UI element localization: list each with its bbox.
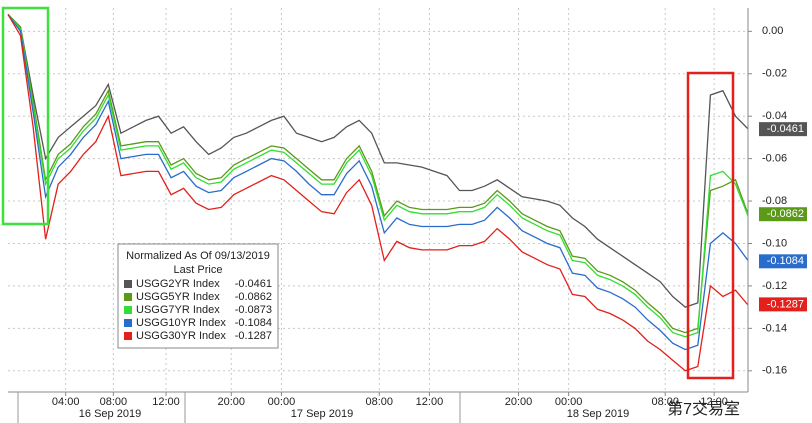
x-tick-label: 08:00 xyxy=(100,396,128,408)
last-value-label: -0.1084 xyxy=(767,255,804,267)
last-value-label: -0.0862 xyxy=(767,208,804,220)
last-value-label: -0.1287 xyxy=(767,298,804,310)
legend-label: USGG2YR Index xyxy=(136,278,220,290)
legend-subtitle: Last Price xyxy=(174,264,223,276)
watermark: 第7交易室 xyxy=(667,400,740,418)
legend-label: USGG10YR Index xyxy=(136,317,226,329)
y-tick-label: 0.00 xyxy=(762,25,783,37)
legend-box xyxy=(117,243,279,349)
lines xyxy=(7,13,749,372)
legend-swatch xyxy=(124,293,132,301)
legend-value: -0.1084 xyxy=(235,317,272,329)
legend-value: -0.0862 xyxy=(235,291,272,303)
legend-title: Normalized As Of 09/13/2019 xyxy=(126,250,270,262)
last-value-box xyxy=(759,297,807,312)
x-tick-label: 00:00 xyxy=(555,396,583,408)
legend-swatch xyxy=(124,306,132,314)
legend-swatch xyxy=(124,332,132,340)
x-tick-label: 20:00 xyxy=(505,396,533,408)
legend-value: -0.0461 xyxy=(235,278,272,290)
last-value-box xyxy=(759,122,807,137)
x-tick-label: 20:00 xyxy=(217,396,245,408)
legend-swatch xyxy=(124,319,132,327)
legend-label: USGG7YR Index xyxy=(136,304,220,316)
x-tick-label: 12:00 xyxy=(152,396,180,408)
legend-value: -0.1287 xyxy=(235,330,272,342)
y-tick-label: -0.08 xyxy=(762,195,787,207)
day-label: 18 Sep 2019 xyxy=(567,408,629,420)
highlight-box xyxy=(1,6,50,226)
y-tick-label: -0.14 xyxy=(762,322,787,334)
y-tick-label: -0.10 xyxy=(762,237,787,249)
grid xyxy=(8,8,748,392)
last-value-box xyxy=(759,207,807,222)
legend: Normalized As Of 09/13/2019 Last Price U… xyxy=(117,243,279,349)
x-tick-label: 04:00 xyxy=(52,396,80,408)
y-tick-label: -0.12 xyxy=(762,280,787,292)
legend-value: -0.0873 xyxy=(235,304,272,316)
last-value-box xyxy=(759,254,807,269)
y-tick-label: -0.02 xyxy=(762,68,787,80)
series-line xyxy=(7,13,749,308)
x-tick-label: 08:00 xyxy=(651,396,679,408)
highlight-box xyxy=(686,71,735,380)
y-tick-label: -0.06 xyxy=(762,153,787,165)
x-tick-label: 00:00 xyxy=(268,396,296,408)
legend-label: USGG5YR Index xyxy=(136,291,220,303)
day-label: 17 Sep 2019 xyxy=(291,408,353,420)
y-tick-label: -0.16 xyxy=(762,365,787,377)
series-line xyxy=(7,13,749,334)
legend-swatch xyxy=(124,280,132,288)
series-line xyxy=(7,13,749,338)
legend-label: USGG30YR Index xyxy=(136,330,226,342)
series-line xyxy=(7,14,749,351)
x-tick-label: 12:00 xyxy=(700,396,728,408)
x-tick-label: 12:00 xyxy=(416,396,444,408)
last-value-label: -0.0461 xyxy=(767,123,804,135)
day-label: 16 Sep 2019 xyxy=(79,408,141,420)
y-tick-label: -0.04 xyxy=(762,110,787,122)
series-line xyxy=(7,14,749,372)
x-tick-label: 08:00 xyxy=(365,396,393,408)
